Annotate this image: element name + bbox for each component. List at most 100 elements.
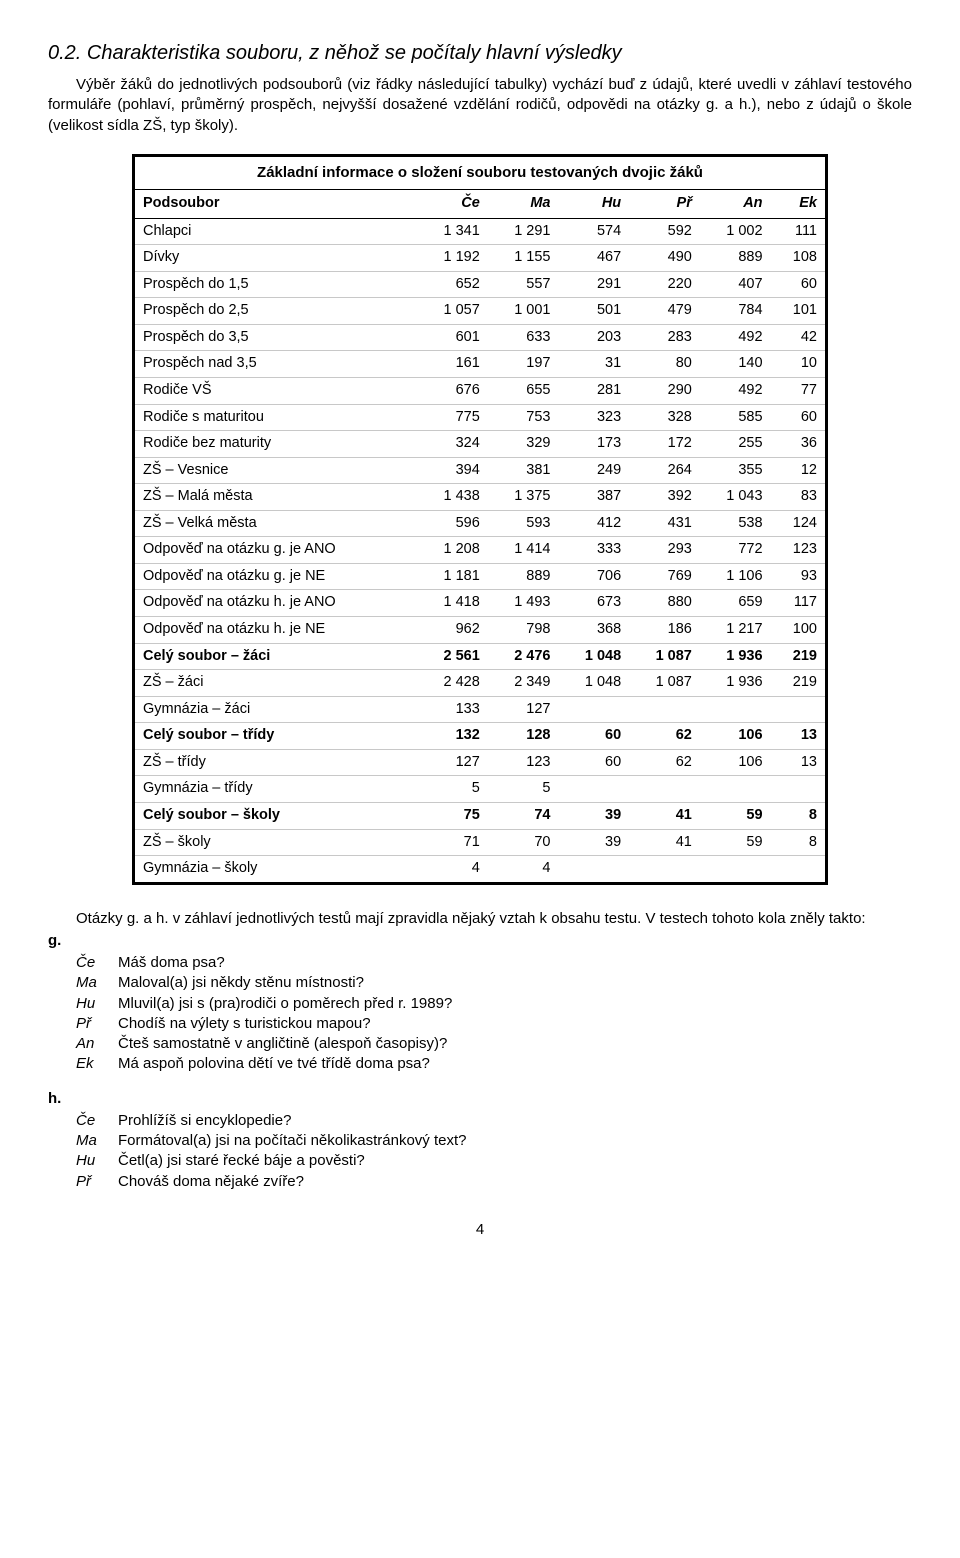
- question-item: PřChováš doma nějaké zvíře?: [76, 1172, 912, 1192]
- question-text: Chodíš na výlety s turistickou mapou?: [118, 1014, 912, 1034]
- cell: 323: [558, 404, 629, 431]
- cell: [629, 856, 700, 882]
- summary-table: Základní informace o složení souboru tes…: [132, 154, 828, 885]
- row-label: Dívky: [135, 245, 417, 272]
- cell: 281: [558, 377, 629, 404]
- question-item: HuMluvil(a) jsi s (pra)rodiči o poměrech…: [76, 994, 912, 1014]
- question-subject: Hu: [76, 994, 118, 1014]
- row-label: ZŠ – Velká města: [135, 510, 417, 537]
- cell: [558, 856, 629, 882]
- row-label: Celý soubor – školy: [135, 802, 417, 829]
- h-label: h.: [48, 1089, 912, 1109]
- row-label: Rodiče s maturitou: [135, 404, 417, 431]
- row-label: ZŠ – třídy: [135, 749, 417, 776]
- cell: 1 192: [417, 245, 488, 272]
- table-row: ZŠ – Vesnice39438124926435512: [135, 457, 825, 484]
- cell: 132: [417, 723, 488, 750]
- cell: 1 087: [629, 643, 700, 670]
- question-item: EkMá aspoň polovina dětí ve tvé třídě do…: [76, 1054, 912, 1074]
- cell: 106: [700, 723, 771, 750]
- cell: 329: [488, 431, 559, 458]
- cell: 1 208: [417, 537, 488, 564]
- question-text: Chováš doma nějaké zvíře?: [118, 1172, 912, 1192]
- cell: 140: [700, 351, 771, 378]
- cell: 127: [417, 749, 488, 776]
- row-label: Prospěch nad 3,5: [135, 351, 417, 378]
- cell: 249: [558, 457, 629, 484]
- cell: 5: [488, 776, 559, 803]
- question-subject: Př: [76, 1172, 118, 1192]
- cell: 2 349: [488, 670, 559, 697]
- cell: 197: [488, 351, 559, 378]
- cell: 592: [629, 218, 700, 245]
- cell: 387: [558, 484, 629, 511]
- question-item: AnČteš samostatně v angličtině (alespoň …: [76, 1034, 912, 1054]
- cell: 1 375: [488, 484, 559, 511]
- question-item: PřChodíš na výlety s turistickou mapou?: [76, 1014, 912, 1034]
- cell: [629, 696, 700, 723]
- cell: 2 476: [488, 643, 559, 670]
- cell: 324: [417, 431, 488, 458]
- row-label: Gymnázia – třídy: [135, 776, 417, 803]
- cell: 1 493: [488, 590, 559, 617]
- cell: 492: [700, 377, 771, 404]
- cell: 36: [771, 431, 825, 458]
- cell: 490: [629, 245, 700, 272]
- table-row: ZŠ – Malá města1 4381 3753873921 04383: [135, 484, 825, 511]
- question-text: Formátoval(a) jsi na počítači několikast…: [118, 1131, 912, 1151]
- col-an: An: [700, 190, 771, 219]
- question-subject: An: [76, 1034, 118, 1054]
- cell: 1 291: [488, 218, 559, 245]
- cell: 501: [558, 298, 629, 325]
- table-header-row: Podsoubor Če Ma Hu Př An Ek: [135, 190, 825, 219]
- cell: 659: [700, 590, 771, 617]
- cell: 772: [700, 537, 771, 564]
- cell: 127: [488, 696, 559, 723]
- cell: 633: [488, 324, 559, 351]
- cell: 574: [558, 218, 629, 245]
- cell: 1 001: [488, 298, 559, 325]
- cell: 101: [771, 298, 825, 325]
- intro-paragraph: Výběr žáků do jednotlivých podsouborů (v…: [48, 75, 912, 136]
- cell: 293: [629, 537, 700, 564]
- cell: 1 002: [700, 218, 771, 245]
- cell: 784: [700, 298, 771, 325]
- cell: 31: [558, 351, 629, 378]
- row-label: Celý soubor – třídy: [135, 723, 417, 750]
- cell: 219: [771, 670, 825, 697]
- cell: [771, 776, 825, 803]
- question-text: Maloval(a) jsi někdy stěnu místnosti?: [118, 973, 912, 993]
- row-label: ZŠ – Malá města: [135, 484, 417, 511]
- cell: [629, 776, 700, 803]
- cell: 652: [417, 271, 488, 298]
- cell: [558, 776, 629, 803]
- table-row: Prospěch do 1,565255729122040760: [135, 271, 825, 298]
- row-label: ZŠ – Vesnice: [135, 457, 417, 484]
- cell: 333: [558, 537, 629, 564]
- cell: 59: [700, 829, 771, 856]
- row-label: Gymnázia – školy: [135, 856, 417, 882]
- cell: [700, 776, 771, 803]
- cell: 60: [771, 271, 825, 298]
- question-subject: Ma: [76, 1131, 118, 1151]
- cell: 8: [771, 802, 825, 829]
- cell: 8: [771, 829, 825, 856]
- cell: 219: [771, 643, 825, 670]
- table-row: Odpověď na otázku g. je NE1 181889706769…: [135, 563, 825, 590]
- table-row: Gymnázia – školy44: [135, 856, 825, 882]
- cell: [700, 856, 771, 882]
- question-text: Mluvil(a) jsi s (pra)rodiči o poměrech p…: [118, 994, 912, 1014]
- question-subject: Če: [76, 1111, 118, 1131]
- row-label: Rodiče bez maturity: [135, 431, 417, 458]
- cell: 10: [771, 351, 825, 378]
- questions-lead: Otázky g. a h. v záhlaví jednotlivých te…: [48, 909, 912, 929]
- cell: 100: [771, 617, 825, 644]
- row-label: Prospěch do 2,5: [135, 298, 417, 325]
- row-label: Odpověď na otázku g. je NE: [135, 563, 417, 590]
- cell: 12: [771, 457, 825, 484]
- cell: 161: [417, 351, 488, 378]
- cell: 4: [417, 856, 488, 882]
- cell: 75: [417, 802, 488, 829]
- cell: 676: [417, 377, 488, 404]
- cell: 291: [558, 271, 629, 298]
